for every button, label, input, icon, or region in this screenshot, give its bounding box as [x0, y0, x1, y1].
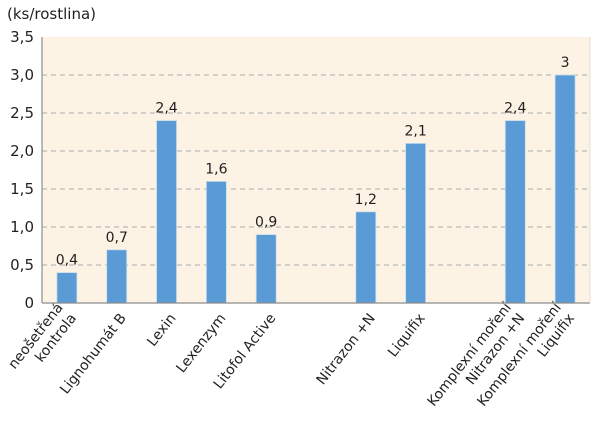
y-tick-label: 0: [24, 294, 34, 312]
bar: [205, 180, 227, 304]
bar: [554, 74, 576, 304]
data-label: 2,1: [405, 123, 427, 139]
bar: [106, 249, 128, 304]
x-tick-label: Lexenzym: [173, 311, 229, 376]
data-label: 3: [561, 55, 570, 71]
data-label: 2,4: [504, 101, 526, 117]
y-tick-label: 0,5: [10, 256, 34, 274]
y-tick-label: 3,0: [10, 66, 34, 84]
y-tick-label: 1,0: [10, 218, 34, 236]
bar: [504, 120, 526, 304]
bar: [255, 234, 277, 304]
data-label: 2,4: [155, 101, 177, 117]
y-axis-label: (ks/rostlina): [7, 5, 96, 23]
x-tick-label: Nitrazon +N: [314, 311, 379, 388]
y-tick-label: 3,5: [10, 28, 34, 46]
x-tick-label: Liquifix: [385, 311, 429, 361]
y-tick-label: 2,0: [10, 142, 34, 160]
x-tick-label: Lexin: [144, 311, 179, 350]
y-tick-label: 1,5: [10, 180, 34, 198]
bar: [405, 142, 427, 304]
bar: [355, 211, 377, 304]
bar: [56, 272, 78, 304]
data-label: 0,7: [106, 230, 128, 246]
data-label: 0,4: [56, 253, 78, 269]
data-label: 0,9: [255, 215, 277, 231]
bar: [156, 120, 177, 304]
data-label: 1,6: [205, 161, 227, 177]
y-tick-label: 2,5: [10, 104, 34, 122]
data-label: 1,2: [355, 192, 377, 208]
x-tick-label: Komplexní moření: [425, 299, 516, 409]
plot-area: [42, 37, 590, 303]
